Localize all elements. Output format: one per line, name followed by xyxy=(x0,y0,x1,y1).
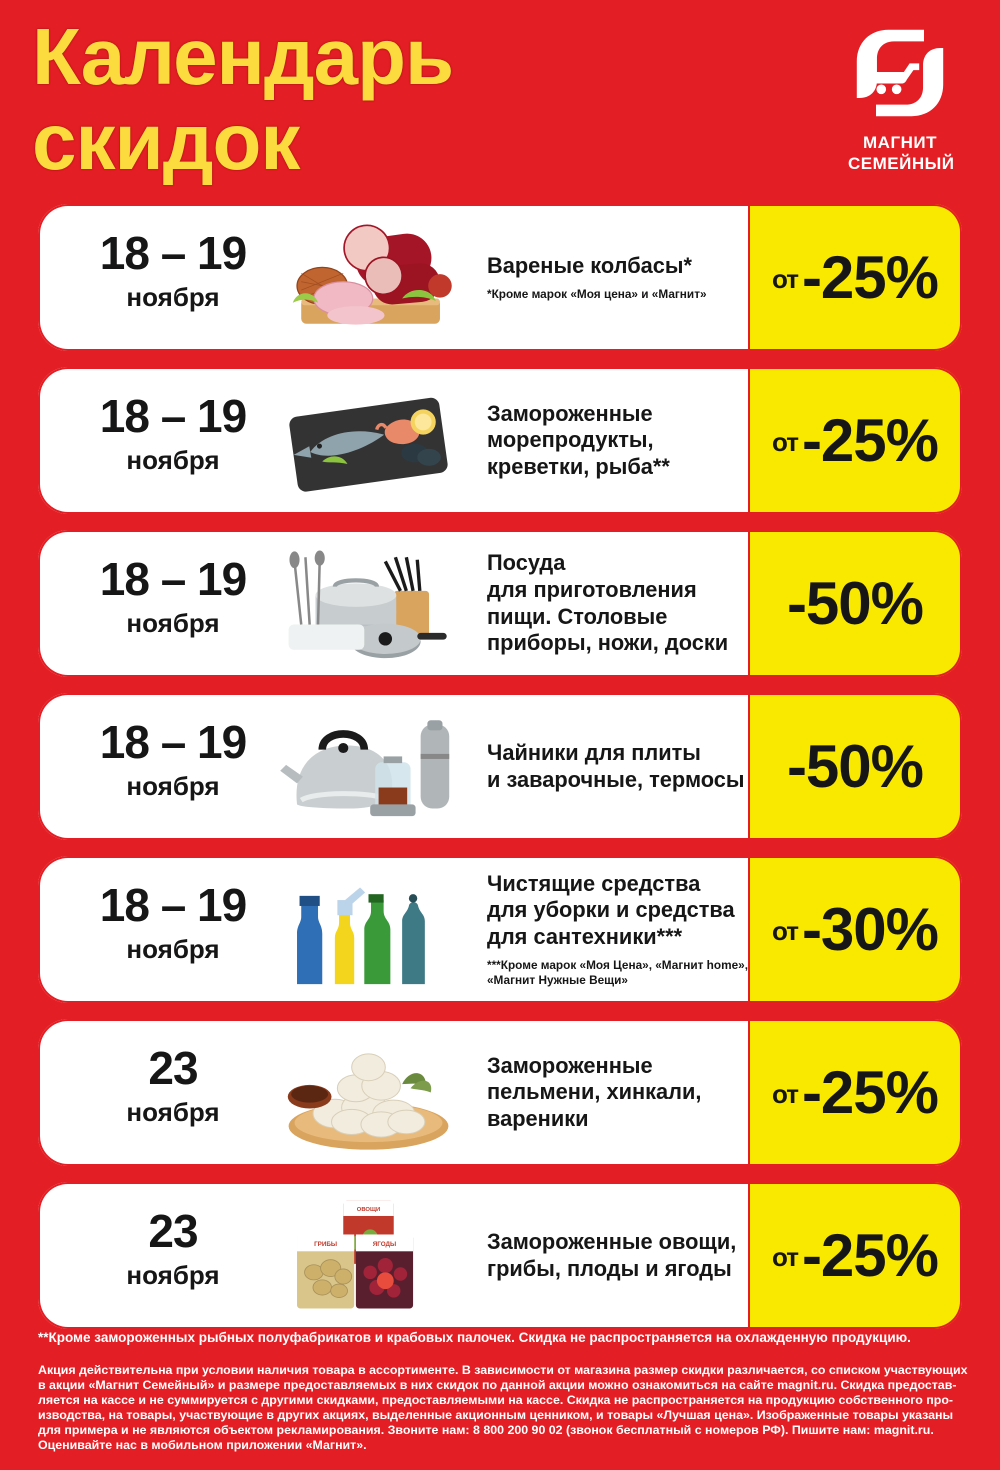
svg-text:ОВОЩИ: ОВОЩИ xyxy=(357,1207,380,1213)
svg-text:ГРИБЫ: ГРИБЫ xyxy=(314,1241,337,1248)
svg-text:ЯГОДЫ: ЯГОДЫ xyxy=(373,1241,396,1248)
